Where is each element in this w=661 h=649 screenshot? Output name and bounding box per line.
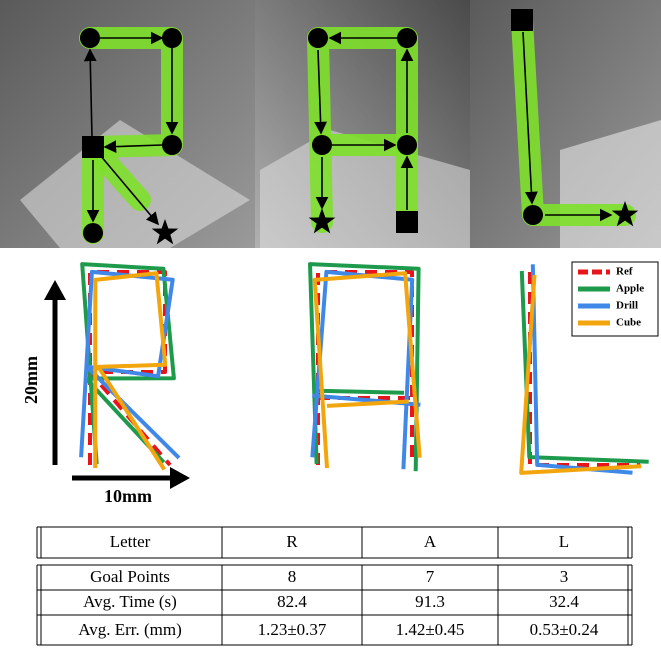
trajectory — [326, 399, 409, 408]
trajectory — [519, 270, 649, 464]
table-cell: 1.42±0.45 — [396, 620, 465, 639]
legend-label: Drill — [616, 300, 638, 312]
trajectory — [519, 274, 642, 475]
legend-label: Apple — [616, 283, 644, 295]
trajectory — [93, 271, 168, 471]
table-cell: Goal Points — [90, 567, 170, 586]
scale-x-label: 10mm — [104, 486, 152, 506]
table-cell: 8 — [288, 567, 297, 586]
table-cell: Avg. Time (s) — [83, 592, 177, 611]
trajectory — [80, 262, 176, 465]
table: Letter R A L Goal Points 8 7 3 Avg. Time (s) 82.4… — [36, 526, 633, 646]
table-header-cell: R — [286, 532, 298, 551]
trajectories — [79, 262, 649, 475]
trajectory — [79, 269, 181, 460]
trajectory — [316, 270, 414, 465]
table-cell: 0.53±0.24 — [530, 620, 599, 639]
scale-bars: 20mm 10mm — [21, 280, 190, 506]
legend-label: Cube — [616, 317, 641, 329]
scale-y-label: 20mm — [21, 356, 41, 404]
legend-label: Ref — [616, 266, 633, 278]
trajectory — [310, 269, 415, 470]
table-header-cell: Letter — [110, 532, 151, 551]
table-cell: 82.4 — [277, 592, 307, 611]
table-cell: 3 — [560, 567, 569, 586]
legend: Ref Apple Drill Cube — [571, 261, 659, 337]
trajectory — [312, 271, 422, 469]
trajectory — [316, 388, 405, 395]
table-header-cell: A — [424, 532, 437, 551]
table-header-cell: L — [559, 532, 569, 551]
photo-l — [470, 0, 661, 248]
photo-r — [0, 0, 255, 248]
table-cell: Avg. Err. (mm) — [78, 620, 182, 639]
table-cell: 7 — [426, 567, 435, 586]
table-cell: 91.3 — [415, 592, 445, 611]
trajectory — [308, 262, 421, 472]
table-cell: 1.23±0.37 — [258, 620, 327, 639]
photo-a — [255, 0, 470, 248]
table-cell: 32.4 — [549, 592, 579, 611]
